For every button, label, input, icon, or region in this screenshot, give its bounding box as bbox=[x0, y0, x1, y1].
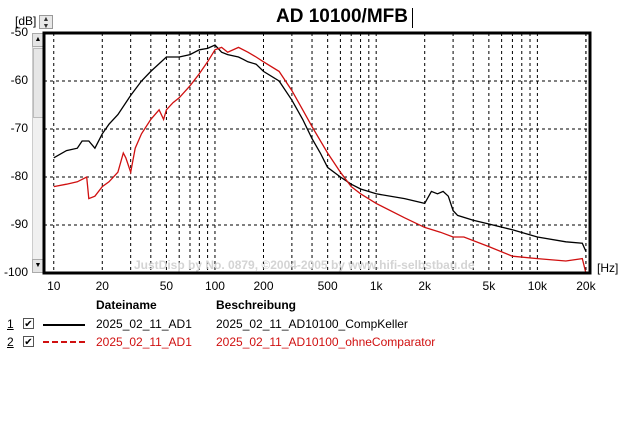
y-tick-label: -70 bbox=[10, 121, 28, 135]
y-tick-label: -100 bbox=[3, 265, 28, 279]
x-tick-label: 100 bbox=[204, 279, 225, 293]
legend-line-dashed bbox=[43, 341, 85, 343]
y-unit-label: [dB] bbox=[15, 14, 37, 28]
y-tick-label: -50 bbox=[10, 25, 28, 39]
legend-line-solid bbox=[43, 324, 85, 326]
scroll-up-arrow-icon[interactable]: ▲ bbox=[32, 33, 44, 47]
x-tick-label: 200 bbox=[253, 279, 274, 293]
legend-checkbox[interactable]: ✔ bbox=[23, 318, 34, 330]
x-tick-label: 20k bbox=[576, 279, 596, 293]
series-line-1 bbox=[53, 44, 587, 252]
x-tick-label: 5k bbox=[482, 279, 496, 293]
y-tick-label: -90 bbox=[10, 217, 28, 231]
x-tick-label: 500 bbox=[317, 279, 338, 293]
x-tick-label: 2k bbox=[418, 279, 432, 293]
legend-header-desc: Beschreibung bbox=[216, 298, 297, 312]
legend-file: 2025_02_11_AD1 bbox=[96, 317, 192, 331]
legend-checkbox[interactable]: ✔ bbox=[23, 336, 34, 348]
x-tick-label: 10k bbox=[527, 279, 548, 293]
chart-title: AD 10100/MFB bbox=[276, 6, 408, 27]
x-tick-label: 20 bbox=[95, 279, 109, 293]
x-tick-label: 50 bbox=[159, 279, 174, 293]
y-unit-spinner[interactable]: ▲ ▼ bbox=[39, 15, 53, 30]
x-unit-label: [Hz] bbox=[597, 261, 619, 275]
y-tick-label: -80 bbox=[10, 169, 28, 183]
plot-frame bbox=[42, 31, 592, 275]
legend-file: 2025_02_11_AD1 bbox=[96, 335, 192, 349]
watermark: JustDisp by No. 0879, ©2004-2005 by www.… bbox=[134, 258, 475, 272]
legend-header-file: Dateiname bbox=[96, 298, 157, 312]
x-tick-label: 1k bbox=[369, 279, 383, 293]
legend-row-number[interactable]: 2 bbox=[7, 335, 14, 349]
legend-desc: 2025_02_11_AD10100_CompKeller bbox=[216, 317, 408, 331]
legend-desc: 2025_02_11_AD10100_ohneComparator bbox=[216, 335, 436, 349]
legend-row-number[interactable]: 1 bbox=[7, 317, 14, 331]
y-tick-label: -60 bbox=[10, 73, 28, 87]
series-line-2 bbox=[53, 46, 587, 274]
x-tick-label: 10 bbox=[47, 279, 61, 293]
plot-area bbox=[42, 31, 592, 275]
text-cursor bbox=[412, 8, 413, 28]
